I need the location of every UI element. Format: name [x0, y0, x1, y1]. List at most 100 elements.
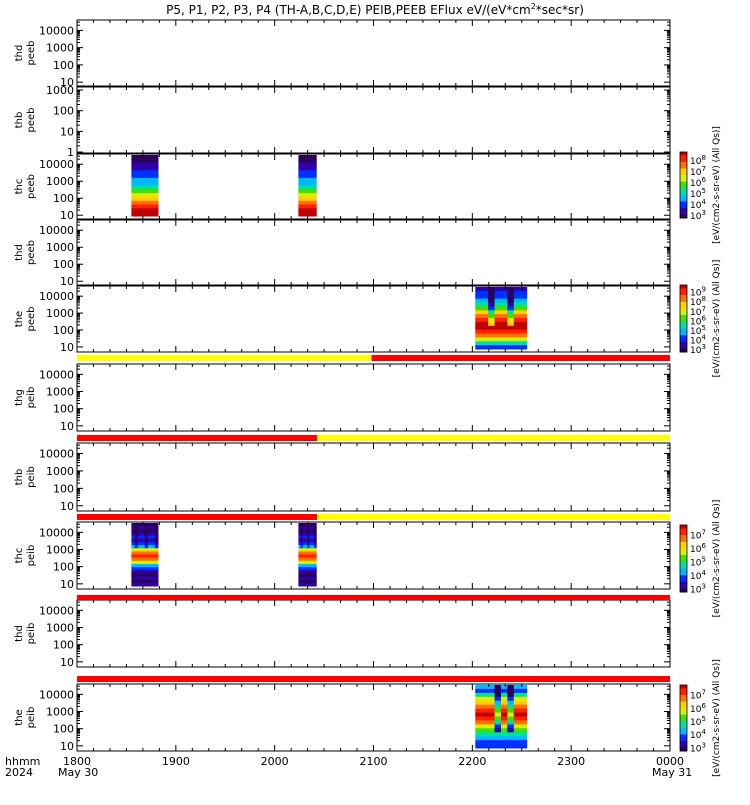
spectrogram-cell: [311, 582, 315, 587]
spectrogram-cell: [141, 185, 146, 190]
spectrogram-cell: [302, 576, 306, 581]
spectrogram-cell: [311, 560, 315, 565]
spectrogram-cell: [488, 700, 495, 706]
panel-ylabel-probe: thg: [14, 389, 25, 406]
spectrogram-block: [475, 685, 528, 749]
spectrogram-cell: [513, 740, 521, 745]
colorbar-swatch: [680, 181, 687, 184]
spectrogram-cell: [475, 688, 483, 694]
spectrogram-cell: [151, 523, 156, 527]
spectrogram-cell: [148, 532, 152, 537]
spectrogram-cell: [501, 724, 508, 729]
spectrogram-cell: [134, 535, 139, 540]
spectrogram-cell: [311, 200, 315, 206]
spectrogram-cell: [488, 720, 495, 725]
spectrogram-cell: [131, 554, 136, 559]
spectrogram-cell: [151, 548, 156, 552]
spectrogram-cell: [513, 290, 521, 296]
spectrogram-cell: [138, 170, 142, 175]
spectrogram-cell: [309, 193, 313, 198]
spectrogram-cell: [302, 189, 306, 194]
spectrogram-cell: [300, 564, 304, 568]
spectrogram-cell: [154, 170, 159, 175]
spectrogram-cell: [481, 716, 489, 721]
spectrogram-cell: [298, 557, 302, 562]
spectrogram-cell: [144, 570, 149, 574]
spectrogram-cell: [154, 545, 159, 549]
chart-title-main: P5, P1, P2, P3, P4 (TH-A,B,C,D,E) PEIB,P…: [166, 3, 531, 17]
colorbar-swatch: [680, 585, 687, 588]
colorbar-swatch: [680, 724, 687, 727]
spectrogram-cell: [302, 155, 306, 160]
spectrogram-cell: [148, 573, 152, 577]
spectrogram-cell: [501, 708, 508, 713]
spectrogram-cell: [148, 548, 152, 552]
spectrogram-cell: [148, 567, 152, 571]
spectrogram-cell: [307, 541, 310, 546]
spectrogram-cell: [314, 538, 317, 543]
x-tick-label: 0000: [656, 755, 684, 768]
spectrogram-cell: [305, 523, 308, 527]
spectrogram-cell: [141, 541, 146, 546]
spectrogram-cell: [501, 306, 508, 311]
spectrogram-cell: [305, 541, 308, 546]
spectrogram-cell: [520, 298, 528, 303]
colorbar-swatch: [680, 168, 687, 171]
spectrogram-cell: [138, 529, 142, 533]
spectrogram-cell: [302, 535, 306, 540]
spectrogram-cell: [148, 212, 152, 217]
spectrogram-cell: [520, 302, 528, 307]
spectrogram-cell: [507, 337, 515, 342]
spectrogram-cell: [134, 170, 139, 175]
spectrogram-cell: [138, 158, 142, 164]
colorbar-swatch: [680, 688, 687, 691]
spectrogram-cell: [151, 541, 156, 546]
spectrogram-cell: [141, 570, 146, 574]
status-bars: [77, 355, 670, 682]
panel-frame: [76, 285, 671, 353]
colorbar-label: [eV/(cm2-s-sr-eV) (All Qs)]: [712, 260, 722, 378]
spectrogram-cell: [494, 333, 502, 338]
colorbar-swatch: [680, 298, 687, 301]
colorbar-swatch: [680, 696, 687, 699]
panel-ylabel-probe: thd: [14, 625, 25, 642]
spectrogram-cell: [481, 685, 489, 690]
colorbar-swatch: [680, 739, 687, 742]
spectrogram-cell: [494, 744, 502, 749]
spectrogram-cell: [494, 708, 502, 713]
status-bar-segment: [77, 595, 670, 600]
spectrogram-cell: [302, 564, 306, 568]
spectrogram-cell: [148, 185, 152, 190]
spectrogram-cell: [298, 193, 302, 198]
spectrogram-cell: [311, 181, 315, 186]
spectrogram-cell: [307, 158, 310, 164]
spectrogram-cell: [302, 158, 306, 164]
spectrogram-cell: [144, 177, 149, 183]
spectrogram-cell: [151, 155, 156, 160]
spectrogram-block: [131, 155, 159, 217]
spectrogram-cell: [494, 345, 502, 350]
spectrogram-cell: [154, 208, 159, 213]
spectrogram-cell: [314, 158, 317, 164]
spectrogram-cell: [307, 181, 310, 186]
colorbar-swatch: [680, 528, 687, 531]
spectrogram-cell: [494, 314, 502, 319]
spectrogram-cell: [138, 582, 142, 587]
y-tick-label: 100: [53, 639, 74, 652]
spectrogram-cell: [138, 538, 142, 543]
spectrogram-cell: [138, 155, 142, 160]
spectrogram-cell: [138, 545, 142, 549]
y-tick-label: 1000: [46, 42, 74, 55]
spectrogram-cell: [481, 704, 489, 710]
spectrogram-cell: [154, 548, 159, 552]
colorbar-tick-label: 106: [690, 176, 706, 189]
spectrogram-cell: [148, 189, 152, 194]
spectrogram-cell: [507, 736, 515, 741]
spectrogram-cell: [314, 166, 317, 171]
spectrogram-cell: [300, 576, 304, 581]
colorbar-swatch: [680, 719, 687, 722]
spectrogram-cell: [520, 337, 528, 342]
spectrogram-cell: [311, 185, 315, 190]
spectrogram-cell: [144, 193, 149, 198]
spectrogram-cell: [513, 724, 521, 729]
